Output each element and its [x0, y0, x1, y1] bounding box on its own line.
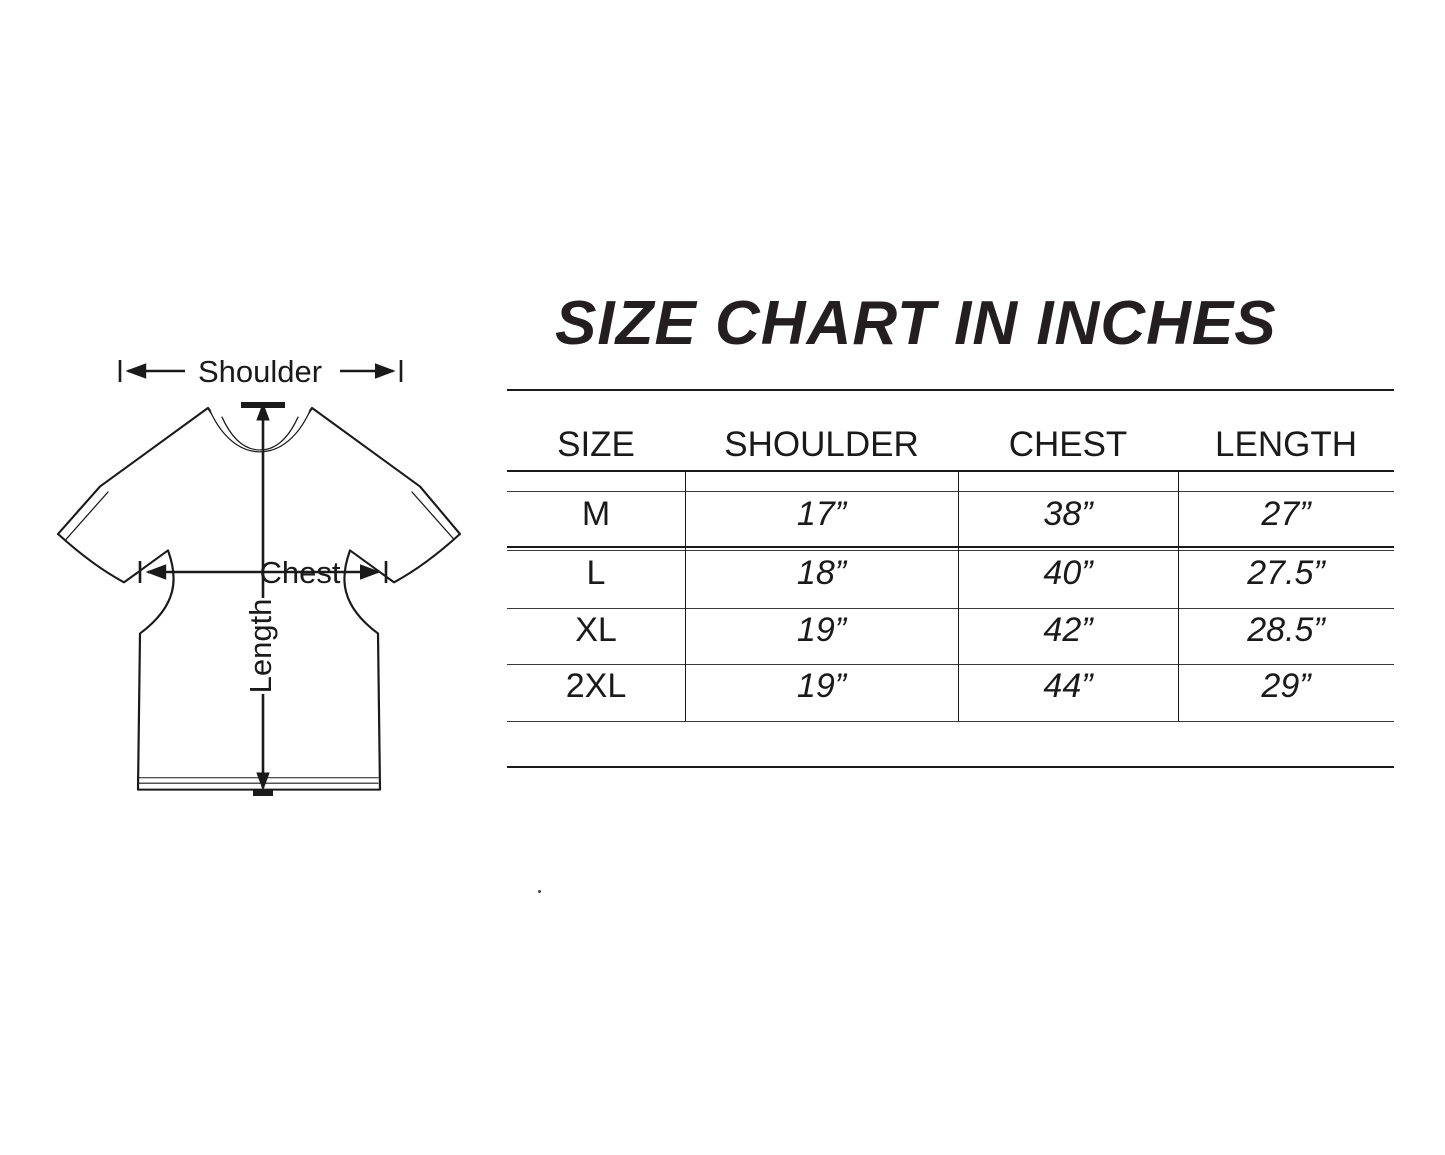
svg-text:Chest: Chest — [260, 555, 341, 590]
svg-text:Length: Length — [243, 599, 278, 694]
svg-text:Shoulder: Shoulder — [198, 354, 322, 389]
